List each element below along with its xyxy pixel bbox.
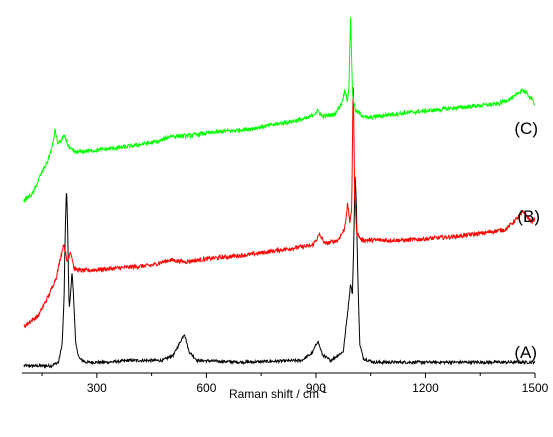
series-line-3 — [23, 17, 536, 204]
x-ticks: 300 600 900 1200 1500 — [41, 373, 549, 395]
series-label-1: (A) — [514, 343, 537, 362]
series-label-3: (C) — [514, 119, 538, 138]
series-layer — [23, 17, 536, 369]
x-axis-title-superscript: -1 — [319, 385, 327, 395]
x-tick-label: 1500 — [522, 381, 549, 395]
series-labels: (A) (B) (C) — [514, 119, 540, 362]
x-axis-title-text: Raman shift / cm — [229, 387, 319, 401]
x-tick-label: 600 — [196, 381, 216, 395]
series-line-1 — [23, 176, 536, 369]
x-tick-label: 1200 — [412, 381, 439, 395]
series-line-2 — [23, 87, 536, 329]
series-label-2: (B) — [517, 207, 540, 226]
x-tick-label: 900 — [306, 381, 326, 395]
x-axis-title: Raman shift / cm-1 — [229, 385, 327, 401]
x-tick-label: 300 — [87, 381, 107, 395]
